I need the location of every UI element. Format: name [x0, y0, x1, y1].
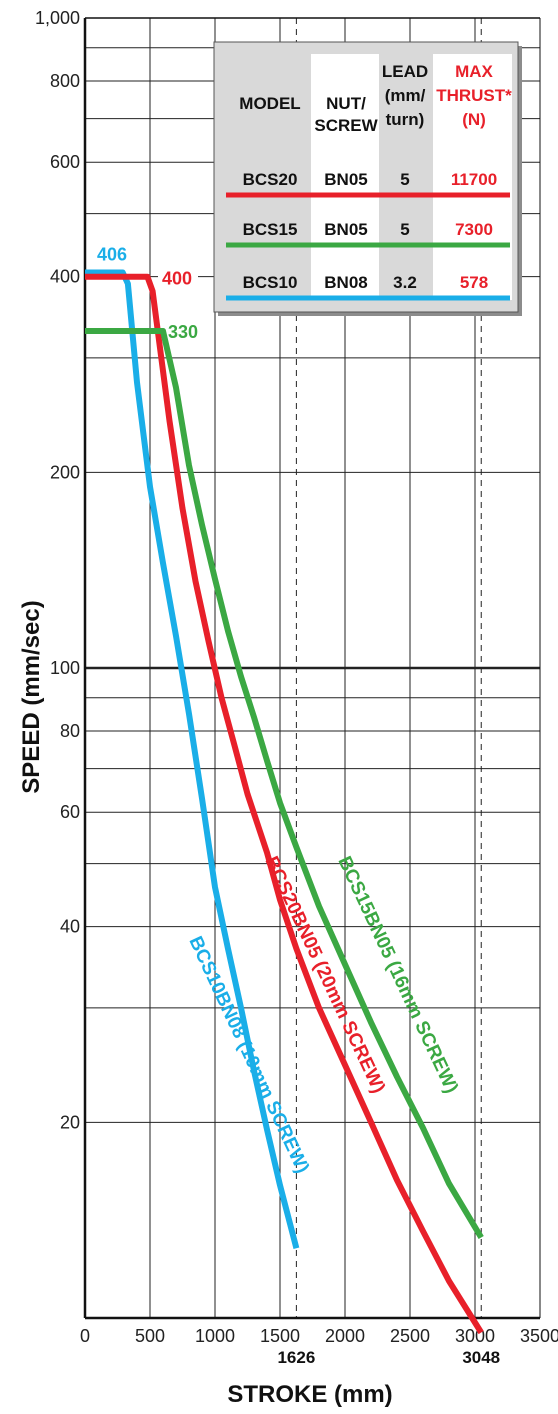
y-tick-label: 80	[60, 721, 80, 741]
curve-label: BCS10BN08 (10mm SCREW)	[184, 933, 312, 1176]
table-header-text: LEAD	[382, 62, 428, 81]
reference-label: 3048	[462, 1348, 500, 1367]
y-tick-label: 20	[60, 1112, 80, 1132]
x-tick-label: 0	[80, 1326, 90, 1346]
table-cell-nut: BN05	[324, 170, 367, 189]
x-tick-label: 2000	[325, 1326, 365, 1346]
plateau-label: 406	[97, 244, 127, 264]
y-tick-label: 1,000	[35, 8, 80, 28]
spec-table: MODEL NUT/SCREW LEAD (mm/turn) MAX THRUST* (N)…	[213, 41, 522, 316]
table-cell-thrust: 578	[460, 273, 488, 292]
table-header-text: NUT/	[326, 94, 366, 113]
plateau-labels: 406 400 330	[97, 244, 198, 342]
table-header-text: THRUST*	[436, 86, 512, 105]
x-tick-label: 1500	[260, 1326, 300, 1346]
x-tick-label: 1000	[195, 1326, 235, 1346]
x-tick-label: 500	[135, 1326, 165, 1346]
plateau-label: 330	[168, 322, 198, 342]
plateau-label-bg	[158, 265, 198, 288]
y-axis-title: SPEED (mm/sec)	[18, 600, 45, 793]
series-line	[85, 328, 484, 1240]
table-cell-nut: BN08	[324, 273, 367, 292]
table-cell-model: BCS20	[243, 170, 298, 189]
table-cell-thrust: 7300	[455, 220, 493, 239]
table-column-band	[311, 54, 379, 300]
y-tick-label: 60	[60, 802, 80, 822]
plateau-label: 400	[162, 269, 192, 289]
x-tick-label: 3500	[520, 1326, 558, 1346]
y-tick-label: 600	[50, 152, 80, 172]
table-cell-lead: 5	[400, 220, 409, 239]
table-cell-lead: 3.2	[393, 273, 417, 292]
x-axis-title: STROKE (mm)	[227, 1381, 392, 1408]
table-cell-thrust: 11700	[451, 170, 497, 189]
y-tick-label: 200	[50, 462, 80, 482]
table-cell-nut: BN05	[324, 220, 367, 239]
y-tick-label: 40	[60, 917, 80, 937]
table-column-band	[433, 54, 512, 300]
reference-label: 1626	[277, 1348, 315, 1367]
x-tick-label: 2500	[390, 1326, 430, 1346]
y-tick-label: 800	[50, 71, 80, 91]
table-header-text: (N)	[462, 110, 486, 129]
table-cell-model: BCS10	[243, 273, 298, 292]
table-header-text: (mm/	[385, 86, 426, 105]
series-group	[85, 269, 484, 1335]
table-header-text: MAX	[455, 62, 493, 81]
table-header-text: SCREW	[314, 116, 378, 135]
reference-lines	[295, 18, 482, 1318]
table-header-text: MODEL	[239, 94, 300, 113]
plot-axes	[83, 17, 541, 1320]
table-cell-lead: 5	[400, 170, 409, 189]
table-cell-model: BCS15	[243, 220, 298, 239]
x-tick-label: 3000	[455, 1326, 495, 1346]
tick-labels: 1626 3048 0 500 1000 1500 2000 2500 3000 3500 1,00…	[35, 8, 558, 1367]
series-line	[85, 273, 484, 1335]
y-tick-label: 100	[50, 658, 80, 678]
y-tick-label: 400	[50, 267, 80, 287]
table-header-text: turn)	[386, 110, 425, 129]
